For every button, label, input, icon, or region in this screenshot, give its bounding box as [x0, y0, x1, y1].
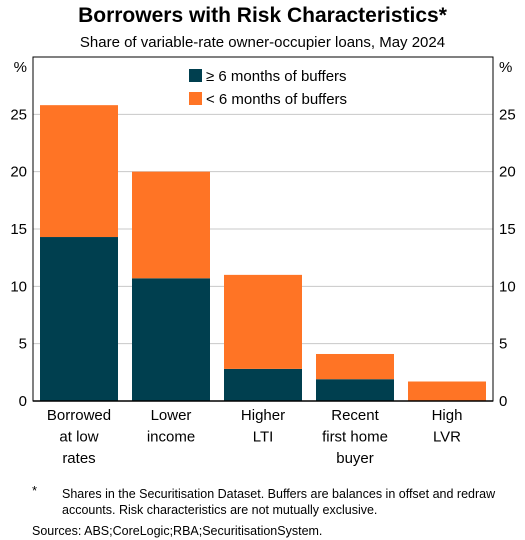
- legend-swatch: [189, 69, 202, 82]
- y-tick-label-left: 25: [10, 106, 27, 123]
- chart-svg: 0 0 5 5 10 10 15 15 20 20 25 25% % Borrowed at low rate…: [10, 56, 516, 467]
- bar-buffers-ge6: [132, 278, 210, 401]
- bar-buffers-lt6: [224, 274, 302, 369]
- chart-subtitle: Share of variable-rate owner-occupier lo…: [79, 34, 446, 51]
- bar-buffers-lt6: [316, 353, 394, 380]
- x-category-label: rates: [62, 450, 95, 467]
- x-category-label: income: [147, 429, 195, 446]
- y-tick-label-left: 5: [19, 336, 27, 353]
- x-category-label: Higher: [241, 407, 285, 424]
- bar-buffers-lt6: [40, 105, 118, 238]
- y-tick-label-right: 10: [499, 278, 516, 295]
- y-tick-label-right: 20: [499, 164, 516, 181]
- footnote-text: Shares in the Securitisation Dataset. Bu…: [62, 487, 496, 517]
- y-tick-label-right: 15: [499, 221, 516, 238]
- y-axis-unit-right: %: [499, 59, 512, 76]
- x-category-label: Lower: [151, 407, 192, 424]
- x-category-label: at low: [59, 429, 98, 446]
- bar-buffers-lt6: [408, 381, 486, 401]
- legend-label: ≥ 6 months of buffers: [206, 68, 347, 85]
- x-category-label: first home: [322, 429, 388, 446]
- y-tick-label-left: 20: [10, 164, 27, 181]
- legend-label: < 6 months of buffers: [206, 91, 347, 108]
- y-tick-label-left: 10: [10, 278, 27, 295]
- bar-buffers-ge6: [224, 368, 302, 401]
- chart-title: Borrowers with Risk Characteristics*: [78, 4, 447, 27]
- bar-buffers-ge6: [316, 379, 394, 401]
- y-tick-label-right: 25: [499, 106, 516, 123]
- legend-swatch: [189, 92, 202, 105]
- x-category-label: Recent: [331, 407, 379, 424]
- y-tick-label-left: 15: [10, 221, 27, 238]
- bar-buffers-lt6: [132, 171, 210, 279]
- x-category-label: High: [432, 407, 463, 424]
- x-category-label: LVR: [433, 429, 461, 446]
- footnote-marker: *: [32, 483, 38, 498]
- x-category-label: Borrowed: [47, 407, 111, 424]
- sources: Sources: ABS;CoreLogic;RBA;Securitisatio…: [32, 524, 323, 538]
- y-tick-label-left: 0: [19, 393, 27, 410]
- y-axis-unit-left: %: [14, 59, 27, 76]
- x-category-label: LTI: [253, 429, 274, 446]
- x-category-label: buyer: [336, 450, 374, 467]
- y-tick-label-right: 0: [499, 393, 507, 410]
- y-tick-label-right: 5: [499, 336, 507, 353]
- bar-buffers-ge6: [40, 237, 118, 401]
